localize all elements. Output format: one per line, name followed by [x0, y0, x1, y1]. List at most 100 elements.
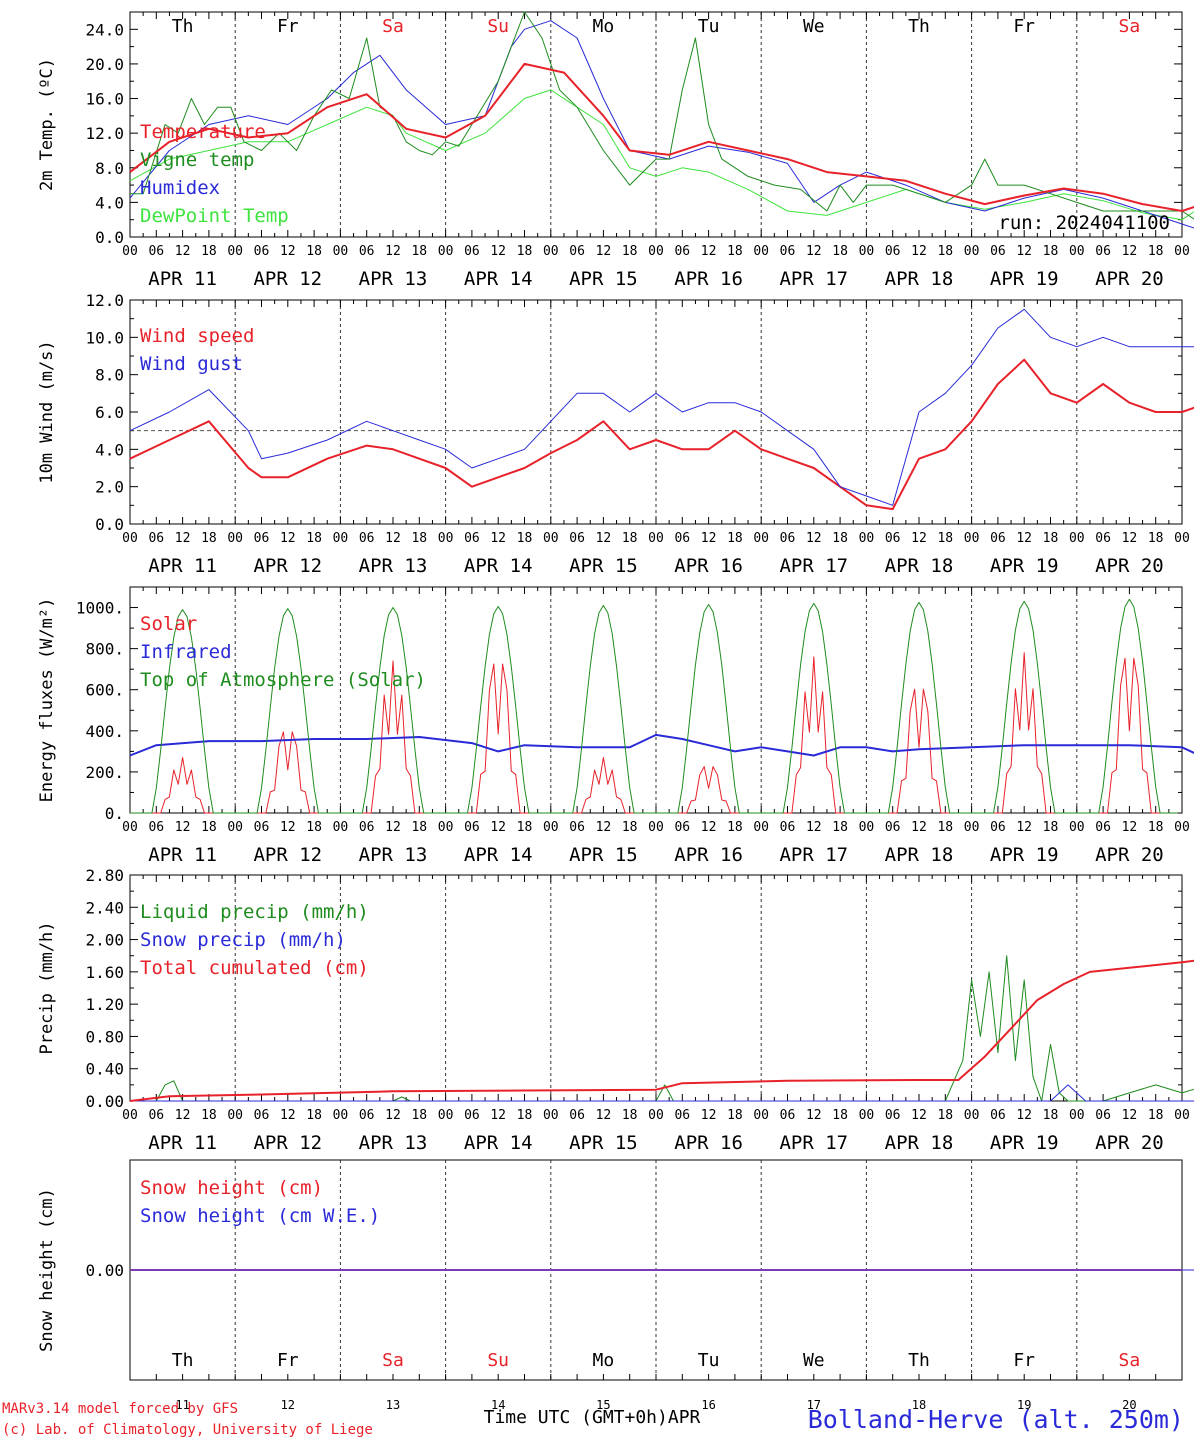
- series-line-infrared: [129, 733, 1194, 757]
- hour-tick-label: 12: [701, 244, 717, 259]
- hour-tick-label: 00: [964, 531, 980, 546]
- hour-tick-label: 12: [385, 244, 401, 259]
- hour-tick-label: 00: [227, 244, 243, 259]
- date-label: APR 16: [674, 1132, 743, 1154]
- date-label: APR 20: [1095, 1132, 1164, 1154]
- date-label: APR 20: [1095, 555, 1164, 577]
- hour-tick-label: 00: [227, 1108, 243, 1123]
- series-line-humidex: [129, 20, 1194, 229]
- date-label: APR 14: [464, 844, 533, 866]
- hour-tick-label: 18: [937, 244, 953, 259]
- weekday-label: Sa: [1119, 16, 1141, 37]
- hour-tick-label: 06: [148, 820, 164, 835]
- hour-tick-label: 00: [859, 531, 875, 546]
- weekday-label: Th: [172, 1350, 194, 1371]
- date-label: APR 15: [569, 844, 638, 866]
- hour-tick-label: 00: [648, 1108, 664, 1123]
- hour-tick-label: 06: [1095, 531, 1111, 546]
- location-label: Bolland-Herve (alt. 250m): [808, 1405, 1184, 1434]
- hour-tick-label: 12: [1122, 820, 1138, 835]
- date-label: APR 19: [990, 268, 1059, 290]
- hour-tick-label: 12: [1016, 531, 1032, 546]
- hour-tick-label: 00: [964, 1108, 980, 1123]
- hour-tick-label: 18: [306, 244, 322, 259]
- date-label: APR 11: [148, 555, 217, 577]
- hour-tick-label: 06: [464, 1108, 480, 1123]
- hour-tick-label: 00: [1174, 1108, 1190, 1123]
- hour-tick-label: 12: [490, 244, 506, 259]
- weekday-label: Sa: [382, 16, 404, 37]
- date-label: APR 17: [779, 268, 848, 290]
- series-line-total-cumulated-cm: [129, 959, 1194, 1102]
- hour-tick-label: 18: [1043, 244, 1059, 259]
- y-tick-label: 1.20: [85, 995, 124, 1014]
- hour-tick-label: 00: [438, 244, 454, 259]
- hour-tick-label: 06: [569, 531, 585, 546]
- y-axis-label: Snow height (cm): [37, 1188, 57, 1352]
- series-line-wind-speed: [129, 358, 1194, 511]
- series-line-dewpoint-temp: [129, 89, 1194, 221]
- date-label: APR 12: [253, 1132, 322, 1154]
- hour-tick-label: 18: [411, 1108, 427, 1123]
- date-label: APR 18: [885, 844, 954, 866]
- hour-tick-label: 12: [806, 1108, 822, 1123]
- day-number-label: 19: [1017, 1398, 1031, 1412]
- hour-tick-label: 00: [753, 820, 769, 835]
- y-tick-label: 0.0: [95, 228, 124, 247]
- date-label: APR 16: [674, 555, 743, 577]
- y-tick-label: 0.00: [85, 1261, 124, 1280]
- y-tick-label: 0.: [105, 804, 124, 823]
- hour-tick-label: 00: [333, 244, 349, 259]
- hour-tick-label: 00: [543, 244, 559, 259]
- hour-tick-label: 00: [1174, 244, 1190, 259]
- hour-tick-label: 12: [911, 1108, 927, 1123]
- hour-tick-label: 06: [464, 820, 480, 835]
- series-line-wind-gust: [129, 308, 1194, 506]
- hour-tick-label: 00: [1174, 531, 1190, 546]
- hour-tick-label: 18: [622, 820, 638, 835]
- y-tick-label: 24.0: [85, 20, 124, 39]
- series-line-temperature: [129, 62, 1194, 212]
- hour-tick-label: 00: [333, 531, 349, 546]
- hour-tick-label: 00: [543, 531, 559, 546]
- hour-tick-label: 18: [727, 820, 743, 835]
- date-label: APR 15: [569, 555, 638, 577]
- date-label: APR 16: [674, 844, 743, 866]
- hour-tick-label: 06: [569, 244, 585, 259]
- footer-credit: (c) Lab. of Climatology, University of L…: [2, 1422, 373, 1438]
- date-label: APR 18: [885, 555, 954, 577]
- hour-tick-label: 18: [411, 531, 427, 546]
- hour-tick-label: 18: [306, 531, 322, 546]
- hour-tick-label: 12: [596, 820, 612, 835]
- date-label: APR 17: [779, 1132, 848, 1154]
- hour-tick-label: 12: [490, 820, 506, 835]
- date-label: APR 11: [148, 1132, 217, 1154]
- date-label: APR 18: [885, 1132, 954, 1154]
- date-label: APR 20: [1095, 844, 1164, 866]
- legend-entry: Total cumulated (cm): [140, 957, 369, 979]
- hour-tick-label: 00: [122, 531, 138, 546]
- weekday-label: Su: [487, 16, 509, 37]
- hour-tick-label: 00: [333, 820, 349, 835]
- legend-entry: Snow precip (mm/h): [140, 929, 346, 951]
- date-label: APR 15: [569, 268, 638, 290]
- hour-tick-label: 06: [254, 531, 270, 546]
- hour-tick-label: 12: [385, 1108, 401, 1123]
- hour-tick-label: 06: [674, 244, 690, 259]
- hour-tick-label: 12: [280, 244, 296, 259]
- y-axis-label: 10m Wind (m/s): [37, 340, 57, 483]
- panel-3: 00 06 12 18 00 06 12 18 00 06 12 18 00 06 12 18 00 06 12 18…: [37, 586, 1194, 866]
- date-label: APR 13: [359, 1132, 428, 1154]
- hour-tick-label: 00: [1069, 1108, 1085, 1123]
- day-number-label: 18: [912, 1398, 926, 1412]
- day-number-label: 17: [807, 1398, 821, 1412]
- hour-tick-label: 06: [359, 244, 375, 259]
- weekday-label: Th: [172, 16, 194, 37]
- hour-tick-label: 06: [885, 820, 901, 835]
- hour-tick-label: 12: [911, 244, 927, 259]
- hour-tick-label: 18: [517, 531, 533, 546]
- y-tick-label: 0.80: [85, 1027, 124, 1046]
- weekday-label: Fr: [277, 1350, 299, 1371]
- hour-tick-label: 06: [674, 531, 690, 546]
- hour-tick-label: 12: [175, 244, 191, 259]
